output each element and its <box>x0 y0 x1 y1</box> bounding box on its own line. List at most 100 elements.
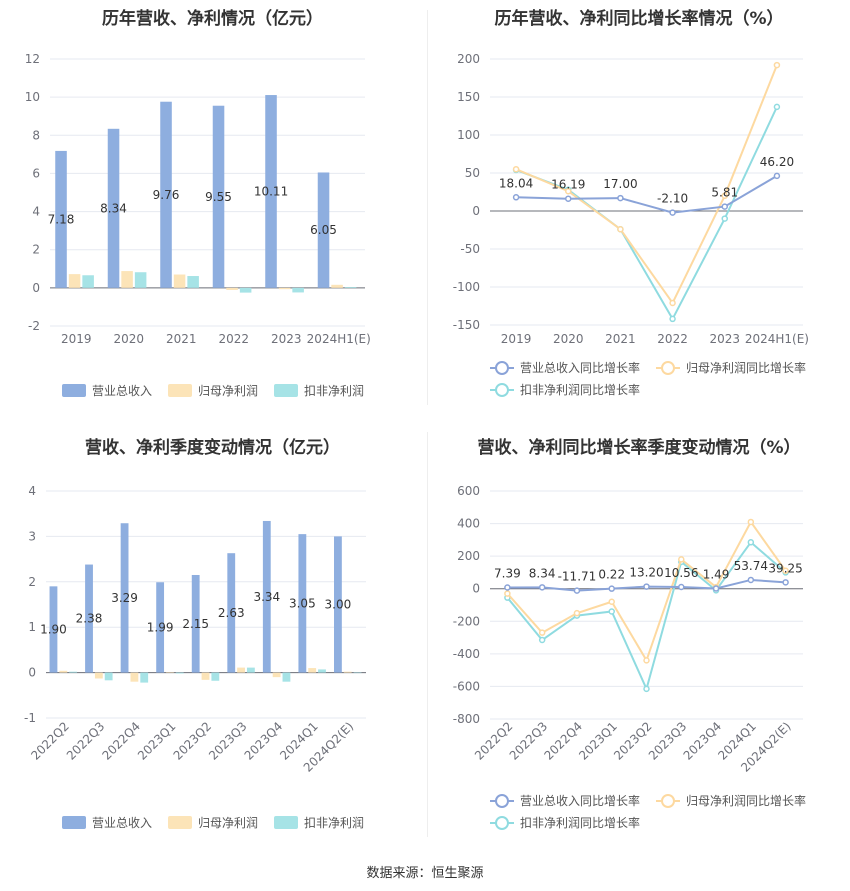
quarter-growth-plot: -800-600-400-20002004006002022Q22022Q320… <box>453 484 806 830</box>
y-tick-label: -50 <box>460 242 480 256</box>
x-tick-label: 2023Q2 <box>171 719 215 763</box>
bar-parent-profit <box>308 668 317 673</box>
x-tick-label: 2022 <box>218 332 249 346</box>
data-point <box>643 583 650 590</box>
legend-swatch <box>274 384 298 397</box>
y-tick-label: 10 <box>25 90 40 104</box>
bar-revenue <box>107 128 120 288</box>
bar-parent-profit <box>130 672 139 682</box>
x-tick-label: 2022Q3 <box>64 719 108 763</box>
bar-revenue <box>298 534 307 673</box>
bar-deducted-profit <box>239 287 252 293</box>
data-point <box>669 209 676 216</box>
bar-deducted-profit <box>211 672 220 681</box>
data-point <box>773 61 781 69</box>
bar-deducted-profit <box>246 667 255 673</box>
annual-bar-plot: -2 0 2 4 6 8 10 12 7.18 2019 8.34 2020 9.76 2021 9.55 2… <box>25 52 371 398</box>
bar-data-label: 9.76 <box>153 188 180 202</box>
x-tick-label: 2023 <box>709 332 740 346</box>
data-point <box>565 195 572 202</box>
bar-data-label: 3.05 <box>289 596 316 610</box>
bar-deducted-profit <box>282 672 291 682</box>
y-tick-label: -2 <box>28 319 40 333</box>
annual-revenue-profit-chart: 历年营收、净利情况（亿元） -2 0 2 4 6 8 10 12 7.18 2019 8.34 202… <box>0 0 425 410</box>
bar-parent-profit <box>201 672 210 680</box>
y-tick-label: 4 <box>32 205 40 219</box>
vertical-divider <box>427 432 428 837</box>
x-tick-label: 2022 <box>657 332 688 346</box>
x-tick-label: 2020 <box>553 332 584 346</box>
bar-parent-profit <box>278 287 291 290</box>
x-tick-label: 2021 <box>605 332 636 346</box>
bar-deducted-profit <box>69 671 78 673</box>
x-tick-label: 2019 <box>61 332 92 346</box>
data-point <box>538 636 546 644</box>
data-point <box>573 587 581 594</box>
line-data-label: 7.39 <box>494 567 521 581</box>
data-point <box>617 225 624 233</box>
data-point <box>678 583 685 591</box>
bar-revenue <box>317 172 330 288</box>
bar-revenue <box>156 582 165 673</box>
x-tick-label: 2022Q4 <box>99 719 143 763</box>
bar-parent-profit <box>237 667 245 673</box>
line-data-label: 13.20 <box>629 566 663 580</box>
y-tick-label: 1 <box>28 620 36 634</box>
line-data-label: -11.71 <box>558 570 597 584</box>
legend-marker <box>495 794 509 808</box>
bar-parent-profit <box>68 274 81 288</box>
data-point <box>747 518 755 526</box>
bar-deducted-profit <box>175 672 184 674</box>
bar-revenue <box>55 150 67 288</box>
legend-label: 营业总收入 <box>92 384 152 398</box>
bar-parent-profit <box>121 271 133 288</box>
data-point <box>721 215 728 222</box>
y-tick-label: 0 <box>472 582 480 596</box>
annual-growth-chart: 历年营收、净利同比增长率情况（%） -150 -100 -50 0 50 100 150 20… <box>428 0 850 410</box>
source-note: 数据来源：恒生聚源 <box>366 866 484 881</box>
series-line-revenue <box>516 175 778 214</box>
legend-label: 归母净利润 <box>198 816 258 830</box>
data-point <box>512 194 520 201</box>
bar-parent-profit <box>226 287 238 290</box>
bar-parent-profit <box>272 672 281 678</box>
legend-label: 营业总收入同比增长率 <box>520 360 640 375</box>
bar-parent-profit <box>343 671 352 673</box>
vertical-divider <box>427 10 428 405</box>
y-tick-label: 400 <box>457 517 480 531</box>
line-data-label: 46.20 <box>760 155 794 169</box>
bar-data-label: 3.34 <box>253 590 280 604</box>
chart-title: 营收、净利同比增长率季度变动情况（%） <box>477 438 801 458</box>
bar-data-label: 3.00 <box>325 598 352 612</box>
line-data-label: 1.49 <box>703 567 730 581</box>
bar-parent-profit <box>331 284 343 288</box>
chart-title: 历年营收、净利情况（亿元） <box>102 9 323 29</box>
y-tick-label: -100 <box>453 280 480 294</box>
bar-revenue <box>212 105 225 288</box>
data-point <box>669 315 676 323</box>
line-data-label: 0.22 <box>598 568 625 582</box>
y-tick-label: 100 <box>457 128 480 142</box>
bar-data-label: 2.38 <box>76 612 103 626</box>
line-data-label: 17.00 <box>603 177 637 191</box>
data-point <box>782 579 789 586</box>
legend-swatch <box>168 816 192 829</box>
bar-deducted-profit <box>104 672 113 681</box>
legend-marker <box>495 816 509 830</box>
legend-marker <box>661 361 675 375</box>
line-data-label: 39.25 <box>768 561 802 575</box>
data-point <box>504 584 511 591</box>
data-point <box>773 172 781 180</box>
line-data-label: 18.04 <box>499 176 533 190</box>
bar-data-label: 8.34 <box>100 201 127 215</box>
bar-data-label: 2.63 <box>218 606 245 620</box>
legend-label: 归母净利润同比增长率 <box>686 793 806 808</box>
data-point <box>617 194 624 202</box>
bar-revenue <box>49 586 58 673</box>
data-point <box>608 608 615 615</box>
bar-deducted-profit <box>353 672 362 674</box>
line-data-label: 10.56 <box>664 566 698 580</box>
y-tick-label: 600 <box>457 484 480 498</box>
legend-marker <box>495 383 509 397</box>
legend-label: 扣非净利润同比增长率 <box>520 382 640 397</box>
